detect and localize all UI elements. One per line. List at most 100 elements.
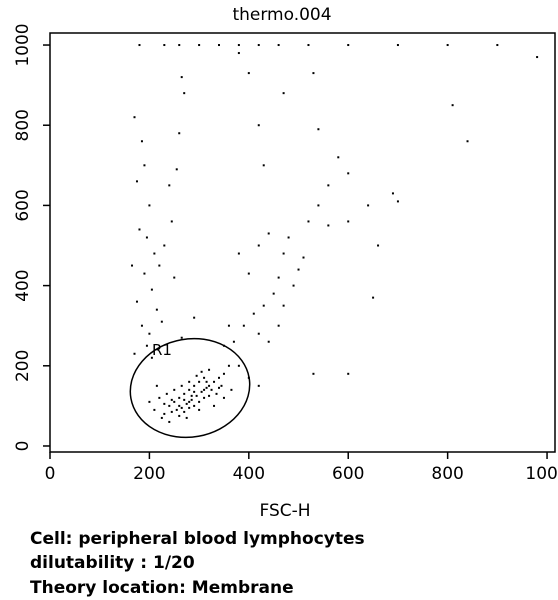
- data-point: [195, 394, 198, 397]
- y-tick-label: 800: [13, 109, 33, 141]
- data-point: [208, 384, 211, 387]
- x-axis-label: FSC-H: [259, 501, 310, 521]
- data-point: [168, 184, 171, 187]
- y-tick-label: 600: [13, 189, 33, 221]
- data-point: [175, 408, 178, 411]
- data-point: [247, 272, 250, 275]
- data-point: [536, 56, 539, 59]
- x-tick-label: 1000: [525, 464, 558, 484]
- data-point: [257, 332, 260, 335]
- data-point: [367, 204, 370, 207]
- data-point: [163, 412, 166, 415]
- x-tick-label: 200: [133, 464, 165, 484]
- data-point: [222, 372, 225, 375]
- data-point: [178, 44, 181, 47]
- data-point: [150, 288, 153, 291]
- data-point: [143, 164, 146, 167]
- data-point: [178, 404, 181, 407]
- data-point: [205, 386, 208, 389]
- data-point: [222, 344, 225, 347]
- caption-line: Theory location: Membrane: [30, 578, 294, 598]
- data-point: [307, 220, 310, 223]
- data-point: [237, 44, 240, 47]
- data-point: [317, 204, 320, 207]
- data-point: [272, 292, 275, 295]
- data-point: [153, 252, 156, 255]
- data-point: [178, 414, 181, 417]
- data-point: [183, 398, 186, 401]
- data-point: [180, 384, 183, 387]
- data-point: [257, 244, 260, 247]
- data-point: [193, 316, 196, 319]
- data-point: [133, 116, 136, 119]
- y-tick-label: 200: [13, 350, 33, 382]
- data-point: [188, 400, 191, 403]
- data-point: [158, 396, 161, 399]
- data-point: [347, 44, 350, 47]
- data-point: [170, 398, 173, 401]
- data-point: [347, 220, 350, 223]
- data-point: [173, 400, 176, 403]
- data-point: [183, 92, 186, 95]
- data-point: [396, 44, 399, 47]
- data-point: [215, 392, 218, 395]
- data-point: [347, 172, 350, 175]
- data-point: [163, 402, 166, 405]
- data-point: [297, 268, 300, 271]
- data-point: [203, 388, 206, 391]
- data-point: [185, 402, 188, 405]
- data-point: [237, 52, 240, 55]
- data-point: [227, 324, 230, 327]
- data-point: [155, 308, 158, 311]
- data-point: [372, 296, 375, 299]
- gate-label: R1: [152, 341, 172, 359]
- data-point: [242, 324, 245, 327]
- data-point: [237, 252, 240, 255]
- data-point: [282, 92, 285, 95]
- data-point: [312, 72, 315, 75]
- data-point: [183, 410, 186, 413]
- data-point: [198, 44, 201, 47]
- data-point: [183, 392, 186, 395]
- data-point: [396, 200, 399, 203]
- data-point: [148, 332, 151, 335]
- x-tick-label: 0: [45, 464, 56, 484]
- data-point: [312, 372, 315, 375]
- data-point: [200, 370, 203, 373]
- data-point: [277, 276, 280, 279]
- data-point: [496, 44, 499, 47]
- data-point: [188, 388, 191, 391]
- data-point: [247, 376, 250, 379]
- data-point: [178, 132, 181, 135]
- data-point: [292, 284, 295, 287]
- data-point: [190, 398, 193, 401]
- data-point: [208, 368, 211, 371]
- data-point: [262, 164, 265, 167]
- data-point: [175, 168, 178, 171]
- data-point: [180, 76, 183, 79]
- data-point: [198, 400, 201, 403]
- data-point: [170, 410, 173, 413]
- gate-r1: [129, 337, 251, 439]
- data-point: [451, 104, 454, 107]
- data-point: [140, 140, 143, 143]
- data-point: [327, 224, 330, 227]
- data-point: [205, 380, 208, 383]
- data-point: [140, 324, 143, 327]
- caption-line: dilutability : 1/20: [30, 553, 195, 573]
- data-point: [178, 396, 181, 399]
- data-point: [170, 220, 173, 223]
- data-point: [190, 394, 193, 397]
- x-tick-label: 400: [233, 464, 265, 484]
- data-point: [168, 404, 171, 407]
- data-point: [188, 406, 191, 409]
- data-point: [163, 244, 166, 247]
- data-point: [138, 44, 141, 47]
- data-point: [193, 404, 196, 407]
- data-point: [195, 374, 198, 377]
- chart-title: thermo.004: [232, 5, 331, 25]
- data-point: [193, 390, 196, 393]
- data-point: [198, 408, 201, 411]
- data-point: [180, 406, 183, 409]
- data-point: [148, 204, 151, 207]
